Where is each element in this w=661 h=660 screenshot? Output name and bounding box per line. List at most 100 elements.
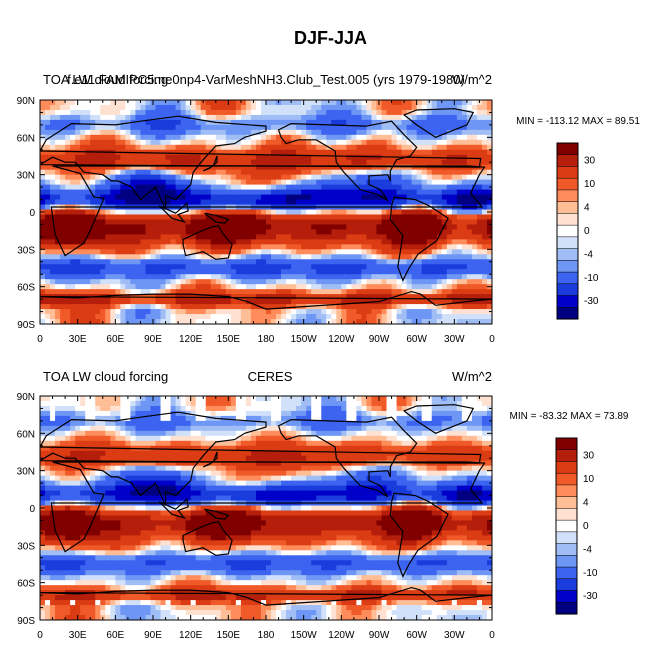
field-cell — [456, 229, 463, 235]
field-cell — [316, 405, 322, 412]
field-cell — [471, 420, 478, 427]
field-cell — [351, 164, 357, 171]
field-cell — [85, 154, 91, 161]
field-cell — [220, 279, 227, 285]
field-cell — [160, 209, 167, 216]
field-cell — [60, 104, 66, 111]
field-cell — [60, 179, 66, 186]
field-cell — [376, 304, 383, 310]
field-cell — [316, 134, 322, 141]
field-cell — [205, 396, 212, 402]
field-cell — [45, 100, 51, 106]
field-cell — [50, 169, 56, 176]
field-cell — [301, 244, 307, 250]
field-cell — [200, 254, 207, 260]
field-cell — [291, 209, 297, 216]
field-cell — [190, 100, 197, 106]
field-cell — [50, 279, 56, 285]
field-cell — [271, 314, 277, 320]
y-tick-label: 0 — [29, 208, 35, 219]
field-cell — [145, 144, 152, 151]
field-cell — [235, 100, 242, 106]
field-cell — [140, 124, 147, 131]
field-cell — [55, 169, 61, 176]
field-cell — [60, 299, 66, 305]
field-cell — [260, 219, 267, 226]
field-cell — [75, 400, 81, 407]
field-cell — [336, 139, 342, 146]
field-cell — [70, 134, 76, 141]
field-cell — [260, 249, 267, 255]
field-cell — [220, 304, 227, 310]
field-cell — [65, 254, 71, 260]
field-cell — [406, 234, 413, 240]
field-cell — [190, 304, 197, 310]
field-cell — [306, 269, 312, 275]
field-cell — [351, 304, 357, 310]
field-cell — [135, 100, 142, 106]
field-cell — [426, 124, 433, 131]
field-cell — [326, 309, 332, 315]
field-cell — [486, 319, 492, 324]
field-cell — [356, 254, 363, 260]
field-cell — [401, 139, 408, 146]
field-cell — [271, 159, 277, 166]
field-cell — [185, 119, 192, 126]
field-cell — [240, 114, 247, 121]
field-cell — [245, 269, 252, 275]
field-cell — [411, 114, 418, 121]
field-cell — [220, 174, 227, 181]
field-cell — [266, 274, 272, 280]
field-cell — [190, 194, 197, 201]
field-cell — [105, 396, 111, 402]
field-cell — [210, 119, 217, 126]
field-cell — [466, 154, 473, 161]
field-cell — [481, 294, 488, 300]
field-cell — [371, 149, 378, 156]
field-cell — [396, 299, 403, 305]
field-cell — [386, 319, 393, 324]
field-cell — [321, 264, 327, 270]
field-cell — [205, 420, 212, 427]
field-cell — [125, 405, 131, 412]
field-cell — [55, 304, 61, 310]
field-cell — [195, 254, 202, 260]
field-cell — [150, 405, 157, 412]
field-cell — [235, 234, 242, 240]
field-cell — [351, 124, 357, 131]
field-cell — [431, 269, 438, 275]
field-cell — [100, 189, 106, 196]
field-cell — [316, 149, 322, 156]
field-cell — [255, 214, 262, 221]
field-cell — [240, 184, 247, 191]
field-cell — [306, 405, 312, 412]
field-cell — [140, 254, 147, 260]
field-cell — [296, 319, 302, 324]
field-cell — [376, 279, 383, 285]
field-cell — [260, 279, 267, 285]
field-cell — [170, 184, 177, 191]
field-cell — [80, 319, 86, 324]
field-cell — [346, 154, 352, 161]
field-cell — [266, 209, 272, 216]
field-cell — [361, 420, 368, 427]
field-cell — [301, 254, 307, 260]
field-cell — [346, 264, 352, 270]
field-cell — [240, 154, 247, 161]
field-cell — [195, 214, 202, 221]
field-cell — [411, 396, 418, 402]
field-cell — [446, 124, 453, 131]
field-cell — [346, 164, 352, 171]
field-cell — [80, 100, 86, 106]
field-cell — [481, 189, 488, 196]
field-cell — [160, 244, 167, 250]
field-cell — [120, 189, 126, 196]
field-cell — [351, 229, 357, 235]
field-cell — [471, 254, 478, 260]
field-cell — [366, 109, 373, 116]
field-cell — [411, 319, 418, 324]
field-cell — [406, 179, 413, 186]
field-cell — [230, 259, 237, 265]
field-cell — [100, 314, 106, 320]
field-cell — [55, 254, 61, 260]
